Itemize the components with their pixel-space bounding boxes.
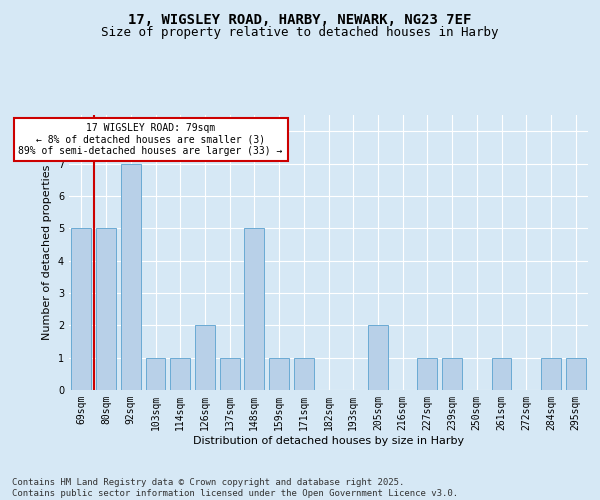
Bar: [146, 358, 166, 390]
Bar: [170, 358, 190, 390]
Bar: [491, 358, 511, 390]
Bar: [541, 358, 561, 390]
Y-axis label: Number of detached properties: Number of detached properties: [43, 165, 52, 340]
Bar: [294, 358, 314, 390]
Text: Contains HM Land Registry data © Crown copyright and database right 2025.
Contai: Contains HM Land Registry data © Crown c…: [12, 478, 458, 498]
Bar: [195, 326, 215, 390]
Text: Size of property relative to detached houses in Harby: Size of property relative to detached ho…: [101, 26, 499, 39]
Bar: [96, 228, 116, 390]
Bar: [244, 228, 264, 390]
Bar: [566, 358, 586, 390]
X-axis label: Distribution of detached houses by size in Harby: Distribution of detached houses by size …: [193, 436, 464, 446]
Bar: [269, 358, 289, 390]
Bar: [368, 326, 388, 390]
Bar: [121, 164, 140, 390]
Bar: [71, 228, 91, 390]
Text: 17 WIGSLEY ROAD: 79sqm
← 8% of detached houses are smaller (3)
89% of semi-detac: 17 WIGSLEY ROAD: 79sqm ← 8% of detached …: [19, 122, 283, 156]
Bar: [220, 358, 239, 390]
Bar: [418, 358, 437, 390]
Bar: [442, 358, 462, 390]
Text: 17, WIGSLEY ROAD, HARBY, NEWARK, NG23 7EF: 17, WIGSLEY ROAD, HARBY, NEWARK, NG23 7E…: [128, 12, 472, 26]
